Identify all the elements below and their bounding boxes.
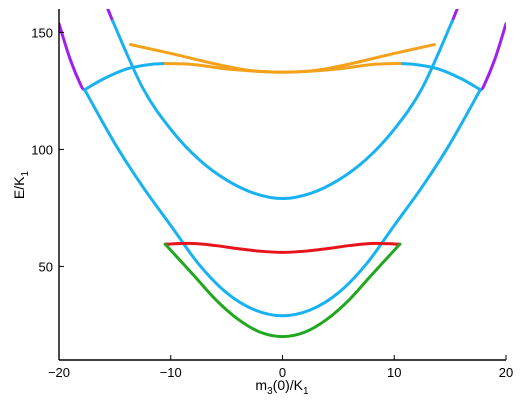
series-line-red-10 [163, 241, 402, 254]
series-line-purple-1 [478, 22, 506, 92]
y-tick-label: 50 [39, 259, 53, 274]
y-tick-label: 150 [31, 25, 53, 40]
y-tick-label: 100 [31, 142, 53, 157]
series-line-blue-6 [398, 62, 482, 92]
x-tick-label: 0 [279, 365, 286, 380]
series-line-orange-9 [163, 62, 402, 74]
x-ticks: −20 −10 0 10 20 [48, 355, 513, 380]
series-line-orange-8 [129, 43, 436, 74]
x-axis-title: m3(0)/K1 [255, 377, 309, 397]
series-line-green-11 [163, 242, 402, 339]
curves-layer [59, 9, 506, 339]
series-line-blue-7 [111, 19, 454, 201]
series-line-purple-2 [106, 9, 115, 23]
x-tick-label: 20 [499, 365, 513, 380]
series-line-purple-0 [59, 22, 87, 92]
series-line-purple-3 [450, 9, 459, 23]
y-ticks: 50 100 150 [31, 25, 64, 274]
x-tick-label: −20 [48, 365, 70, 380]
x-tick-label: 10 [387, 365, 401, 380]
x-tick-label: −10 [160, 365, 182, 380]
y-axis-title: E/K1 [11, 170, 31, 199]
series-line-blue-5 [83, 62, 167, 92]
series-line-blue-4 [83, 88, 482, 318]
